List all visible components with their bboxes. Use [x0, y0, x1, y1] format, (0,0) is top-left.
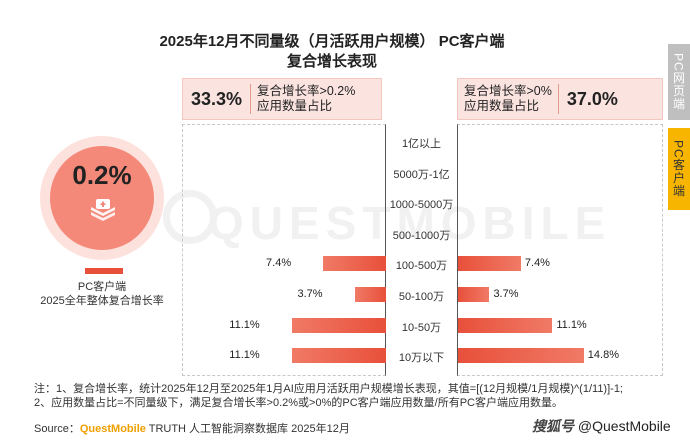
left-header-text: 复合增长率>0.2% 应用数量占比 — [251, 84, 361, 114]
left-header-pct: 33.3% — [191, 88, 243, 109]
category-label: 500-1000万 — [392, 229, 451, 242]
left-bar-panel — [182, 124, 386, 376]
summary-label2: 2025全年整体复合增长率 — [40, 295, 164, 307]
chart-frame: QUESTMOBILE 2025年12月不同量级（月活跃用户规模） PC客户端 … — [34, 33, 671, 436]
right-header-line2: 应用数量占比 — [464, 99, 540, 113]
summary-dash — [85, 268, 123, 274]
tab-pc-client[interactable]: PC客户端 — [668, 128, 690, 210]
right-header-text: 复合增长率>0% 应用数量占比 — [458, 84, 558, 114]
left-header: 33.3% 复合增长率>0.2% 应用数量占比 — [182, 78, 382, 120]
left-bar — [323, 256, 386, 272]
right-bar — [458, 287, 490, 302]
left-bar — [291, 348, 386, 364]
note-line2: 2、应用数量占比=不同量级下，满足复合增长率>0.2%或>0%的PC客户端应用数… — [34, 397, 563, 409]
category-label: 5000万-1亿 — [393, 168, 450, 181]
left-bar — [354, 287, 386, 302]
category-label: 50-100万 — [398, 291, 445, 303]
right-header: 复合增长率>0% 应用数量占比 37.0% — [457, 78, 663, 120]
watermark: QUESTMOBILE — [208, 197, 612, 249]
source-line: Source：QuestMobile TRUTH 人工智能洞察数据库 2025年… — [34, 420, 350, 436]
left-header-line1: 复合增长率>0.2% — [257, 84, 356, 98]
left-header-line2: 应用数量占比 — [257, 99, 333, 113]
category-label: 100-500万 — [395, 260, 448, 273]
category-label: 10万以下 — [398, 352, 445, 365]
right-bar-label: 7.4% — [524, 257, 550, 270]
note-line1: 注：1、复合增长率，统计2025年12月至2025年1月AI应用月活跃用户规模增… — [34, 383, 623, 395]
credit: 搜狐号 @QuestMobile — [532, 416, 671, 436]
tab-pc-web[interactable]: PC网页端 — [668, 44, 690, 120]
category-label: 1000-5000万 — [389, 199, 454, 212]
category-label: 1亿以上 — [401, 138, 442, 150]
source-rest: TRUTH 人工智能洞察数据库 2025年12月 — [145, 423, 350, 435]
left-bar-label: 7.4% — [266, 257, 292, 270]
right-bar-panel — [457, 124, 663, 376]
source-prefix: Source： — [34, 423, 80, 435]
summary-label1: PC客户端 — [77, 281, 127, 293]
right-bar — [458, 256, 521, 272]
left-bar-label: 11.1% — [229, 318, 260, 331]
left-bar-label: 11.1% — [229, 349, 260, 362]
summary-circle — [50, 146, 154, 250]
chart-title-line2: 复合增长表现 — [286, 53, 377, 70]
category-label: 10-50万 — [401, 321, 442, 334]
app-stack-icon — [91, 199, 115, 221]
left-bar-label: 3.7% — [297, 288, 323, 300]
right-header-divider — [557, 84, 559, 114]
right-bar — [458, 317, 553, 333]
source-brand: QuestMobile — [79, 423, 146, 435]
right-bar — [458, 348, 584, 364]
right-bar-label: 11.1% — [556, 318, 587, 331]
left-bar — [291, 317, 386, 333]
right-bar-label: 14.8% — [587, 349, 619, 362]
credit-site: 搜狐号 — [532, 418, 574, 434]
credit-handle: @QuestMobile — [574, 418, 671, 434]
summary-value: 0.2% — [72, 160, 132, 190]
watermark-logo-icon — [163, 190, 217, 244]
right-header-line1: 复合增长率>0% — [464, 84, 552, 98]
left-header-divider — [250, 84, 252, 114]
right-bar-label: 3.7% — [493, 288, 519, 300]
right-header-pct: 37.0% — [566, 88, 618, 109]
chart-title-line1: 2025年12月不同量级（月活跃用户规模） PC客户端 — [159, 33, 505, 50]
